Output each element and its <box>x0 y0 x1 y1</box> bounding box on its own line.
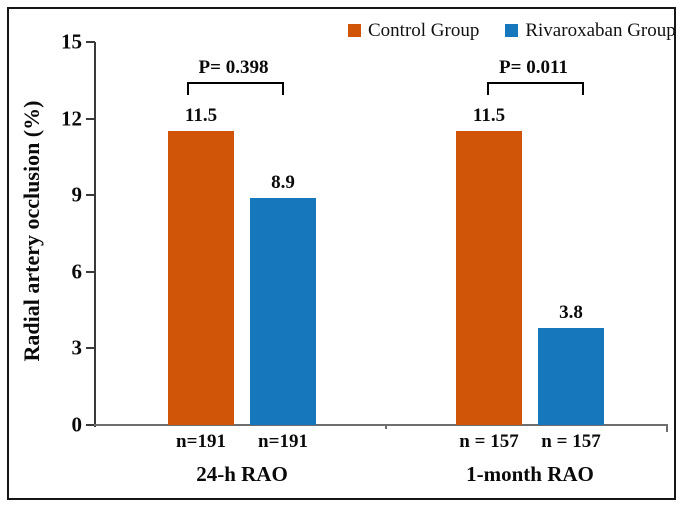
y-axis-tick <box>86 270 95 273</box>
y-tick-label: 0 <box>71 412 83 437</box>
bar-value-label: 3.8 <box>559 301 583 323</box>
p-value-label: P= 0.398 <box>198 57 269 78</box>
bar-value-label: 11.5 <box>184 105 218 127</box>
bar-value-label: 8.9 <box>271 171 295 193</box>
y-tick-label: 15 <box>61 29 82 54</box>
bar-rivaroxaban <box>538 327 604 425</box>
p-value-label: P= 0.011 <box>499 57 568 78</box>
legend-swatch-icon <box>505 24 519 37</box>
bar-control <box>456 131 522 425</box>
legend-item-rivaroxaban: Rivaroxaban Group <box>505 20 676 41</box>
legend-label: Rivaroxaban Group <box>525 20 676 41</box>
y-axis-tick <box>86 41 95 43</box>
category-label: 24-h RAO <box>196 462 288 486</box>
significance-bracket <box>487 82 584 95</box>
legend-item-control: Control Group <box>348 21 479 40</box>
n-label: n=191 <box>176 431 226 452</box>
y-tick-label: 9 <box>71 182 83 207</box>
y-tick-label: 3 <box>71 335 83 360</box>
y-axis-tick <box>86 424 95 426</box>
x-axis-mid-tick <box>385 424 387 429</box>
n-label: n = 157 <box>541 431 601 452</box>
y-tick-label: 6 <box>71 259 83 284</box>
legend-label: Control Group <box>368 20 480 41</box>
y-axis-tick <box>86 347 95 350</box>
y-axis-tick <box>86 117 95 120</box>
y-tick-label: 12 <box>61 106 82 131</box>
bar-value-label: 11.5 <box>472 105 506 127</box>
category-label: 1-month RAO <box>466 462 594 486</box>
n-label: n = 157 <box>459 431 519 452</box>
legend: Control Group Rivaroxaban Group <box>348 21 676 40</box>
y-axis-line <box>94 42 96 427</box>
x-axis-end-tick <box>666 424 668 432</box>
bar-rivaroxaban <box>250 197 316 425</box>
y-axis-tick <box>86 194 95 197</box>
significance-bracket <box>187 82 284 95</box>
bar-control <box>168 131 234 425</box>
legend-swatch-icon <box>348 24 361 37</box>
x-axis-line <box>94 424 668 426</box>
n-label: n=191 <box>258 431 308 452</box>
